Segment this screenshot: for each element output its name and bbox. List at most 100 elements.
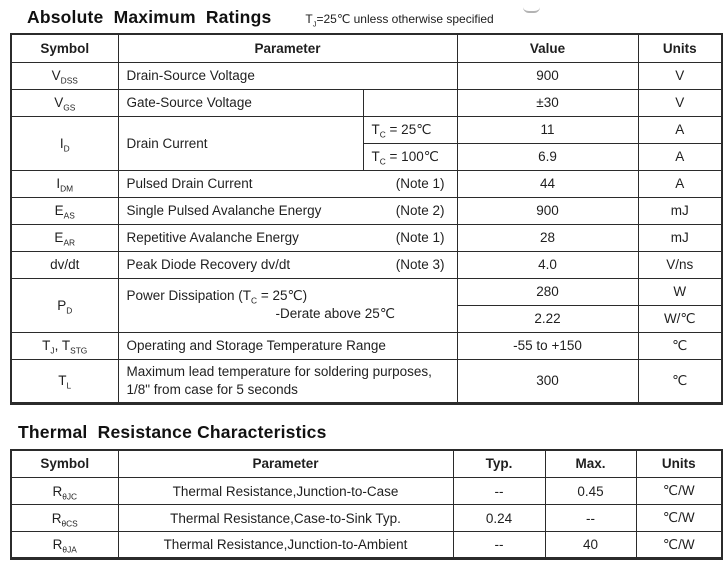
note-ref: (Note 1) — [395, 230, 445, 245]
abs-max-title: Absolute Maximum Ratings — [27, 7, 272, 27]
units-cell: V — [637, 61, 723, 90]
cropped-text-artifact — [523, 7, 540, 13]
parameter-cell: Thermal Resistance,Junction-to-Ambient — [117, 531, 454, 559]
value-cell: 280 — [456, 277, 639, 306]
symbol-cell: EAR — [10, 223, 119, 252]
units-cell: W/℃ — [637, 304, 723, 333]
units-cell: V — [637, 88, 723, 117]
units-cell: ℃/W — [635, 531, 723, 559]
symbol-cell: VGS — [10, 88, 119, 117]
symbol-cell: dv/dt — [10, 250, 119, 279]
units-cell: ℃/W — [635, 477, 723, 505]
table-row-pd-watts: PD Power Dissipation (TC = 25℃) -Derate … — [10, 277, 723, 333]
value-cell: 2.22 — [456, 304, 639, 333]
parameter-line1: Maximum lead temperature for soldering p… — [126, 363, 432, 379]
table-row-dvdt: dv/dt Peak Diode Recovery dv/dt (Note 3)… — [10, 250, 723, 279]
units-cell: ℃/W — [635, 504, 723, 532]
parameter-text: Single Pulsed Avalanche Energy — [126, 203, 322, 218]
col-header-typ: Typ. — [452, 449, 546, 478]
max-cell: -- — [544, 504, 637, 532]
units-cell: V/ns — [637, 250, 723, 279]
thermal-header: Thermal Resistance Characteristics — [18, 422, 726, 443]
parameter-cell: Peak Diode Recovery dv/dt (Note 3) — [117, 250, 458, 279]
value-cell: 44 — [456, 169, 639, 198]
thermal-title: Thermal Resistance Characteristics — [18, 421, 327, 442]
units-cell: A — [637, 169, 723, 198]
parameter-cell: Gate-Source Voltage — [117, 88, 364, 117]
table-row-ear: EAR Repetitive Avalanche Energy (Note 1)… — [10, 223, 723, 252]
col-header-max: Max. — [544, 449, 637, 478]
col-header-value: Value — [456, 33, 639, 63]
max-cell: 0.45 — [544, 477, 637, 505]
value-cell: 6.9 — [456, 142, 639, 171]
symbol-cell: RθJC — [10, 477, 119, 505]
parameter-text: Repetitive Avalanche Energy — [126, 230, 299, 245]
value-cell: 900 — [456, 61, 639, 90]
table-row-eas: EAS Single Pulsed Avalanche Energy (Note… — [10, 196, 723, 225]
typ-cell: -- — [452, 531, 546, 559]
units-cell: W — [637, 277, 723, 306]
symbol-cell: EAS — [10, 196, 119, 225]
parameter-line1: Power Dissipation (TC = 25℃) — [126, 288, 308, 306]
typ-cell: 0.24 — [452, 504, 546, 532]
value-cell: 11 — [456, 115, 639, 144]
parameter-cell: Drain-Source Voltage — [117, 61, 458, 90]
col-header-units: Units — [637, 33, 723, 63]
parameter-line2: 1/8" from case for 5 seconds — [126, 381, 298, 397]
units-cell: ℃ — [637, 331, 723, 360]
units-cell: A — [637, 142, 723, 171]
col-header-units: Units — [635, 449, 723, 478]
table-row-tj-tstg: TJ, TSTG Operating and Storage Temperatu… — [10, 331, 723, 360]
parameter-cell: Operating and Storage Temperature Range — [117, 331, 458, 360]
symbol-cell: TL — [10, 358, 119, 404]
symbol-cell: ID — [10, 115, 119, 171]
condition-cell: TC = 25℃ — [362, 115, 458, 144]
abs-max-subtitle: TJ=25℃ unless otherwise specified — [305, 12, 494, 29]
table-row-rthja: RθJA Thermal Resistance,Junction-to-Ambi… — [10, 531, 723, 559]
col-header-parameter: Parameter — [117, 33, 458, 63]
parameter-text: Peak Diode Recovery dv/dt — [126, 257, 291, 272]
condition-cell: TC = 100℃ — [362, 142, 458, 171]
symbol-cell: RθJA — [10, 531, 119, 559]
table-row-vdss: VDSS Drain-Source Voltage 900 V — [10, 61, 723, 90]
value-cell: 28 — [456, 223, 639, 252]
symbol-cell: PD — [10, 277, 119, 333]
value-cell: 900 — [456, 196, 639, 225]
value-cell: -55 to +150 — [456, 331, 639, 360]
absolute-maximum-ratings-table: Symbol Parameter Value Units VDSS Drain-… — [10, 33, 724, 405]
units-cell: mJ — [637, 223, 723, 252]
table-header-row: Symbol Parameter Typ. Max. Units — [10, 449, 723, 478]
note-ref: (Note 1) — [395, 176, 445, 191]
parameter-cell: Maximum lead temperature for soldering p… — [117, 358, 458, 404]
symbol-cell: TJ, TSTG — [10, 331, 119, 360]
abs-max-header: Absolute Maximum Ratings TJ=25℃ unless o… — [27, 7, 726, 28]
col-header-symbol: Symbol — [10, 449, 119, 478]
table-row-idm: IDM Pulsed Drain Current (Note 1) 44 A — [10, 169, 723, 198]
condition-cell-empty — [362, 88, 458, 117]
table-row-vgs: VGS Gate-Source Voltage ±30 V — [10, 88, 723, 117]
table-row-id-25c: ID Drain Current TC = 25℃ 11 A — [10, 115, 723, 171]
thermal-resistance-table: Symbol Parameter Typ. Max. Units RθJC Th… — [10, 448, 723, 560]
parameter-cell: Pulsed Drain Current (Note 1) — [117, 169, 458, 198]
value-cell: 300 — [456, 358, 639, 404]
table-header-row: Symbol Parameter Value Units — [10, 33, 723, 63]
col-header-symbol: Symbol — [10, 33, 119, 63]
units-cell: ℃ — [637, 358, 723, 404]
parameter-text: Pulsed Drain Current — [126, 176, 253, 191]
parameter-cell: Single Pulsed Avalanche Energy (Note 2) — [117, 196, 458, 225]
parameter-cell: Thermal Resistance,Junction-to-Case — [117, 477, 454, 505]
symbol-cell: RθCS — [10, 504, 119, 532]
table-row-rthcs: RθCS Thermal Resistance,Case-to-Sink Typ… — [10, 504, 723, 532]
parameter-line2: -Derate above 25℃ — [275, 306, 395, 321]
symbol-cell: VDSS — [10, 61, 119, 90]
table-row-tl: TL Maximum lead temperature for solderin… — [10, 358, 723, 404]
note-ref: (Note 3) — [395, 257, 445, 272]
parameter-cell: Repetitive Avalanche Energy (Note 1) — [117, 223, 458, 252]
units-cell: mJ — [637, 196, 723, 225]
value-cell: 4.0 — [456, 250, 639, 279]
col-header-parameter: Parameter — [117, 449, 454, 478]
note-ref: (Note 2) — [395, 203, 445, 218]
parameter-cell: Power Dissipation (TC = 25℃) -Derate abo… — [117, 277, 458, 333]
parameter-cell: Drain Current — [117, 115, 364, 171]
symbol-cell: IDM — [10, 169, 119, 198]
